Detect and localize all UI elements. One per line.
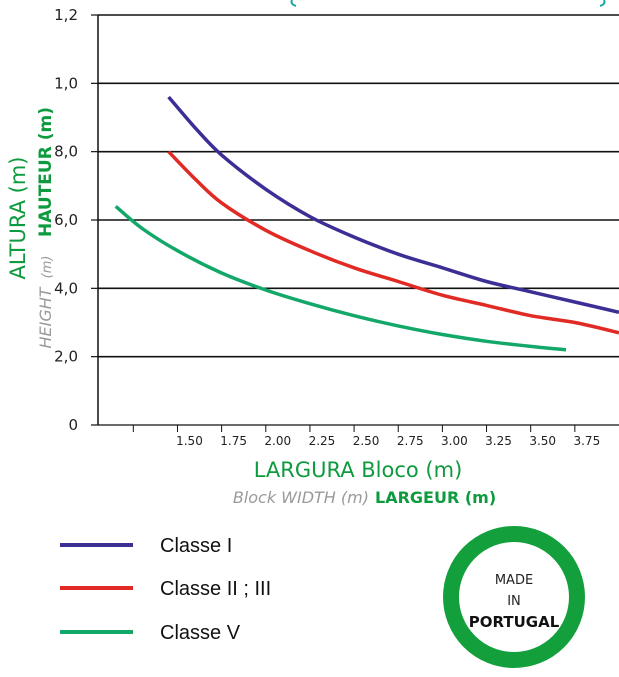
x-tick-label: 2.50 [353, 434, 380, 448]
series-line-2 [114, 204, 567, 352]
badge-ring [443, 526, 585, 668]
top-cropped-paren-left [290, 0, 297, 7]
y-tick-label: 1,0 [54, 74, 78, 92]
badge-line3: PORTUGAL [469, 613, 560, 631]
grid-lines [91, 14, 619, 432]
y-axis-label-en-main: HEIGHT [36, 286, 55, 348]
x-tick-label: 3.50 [529, 434, 556, 448]
made-in-portugal-badge: MADE IN PORTUGAL [443, 526, 585, 668]
y-axis-label-fr: HAUTEUR (m) [36, 107, 56, 237]
y-axis-label-en: HEIGHT (m) [36, 256, 55, 349]
legend: Classe I Classe II ; III Classe V [60, 535, 271, 644]
x-tick-label: 3.75 [573, 434, 600, 448]
legend-label-classe-v: Classe V [160, 622, 241, 644]
x-tick-label: 3.00 [441, 434, 468, 448]
series-line-1 [167, 150, 619, 335]
legend-label-classe-ii-iii: Classe II ; III [160, 578, 271, 600]
y-axis-label-pt: ALTURA (m) [6, 157, 30, 280]
x-tick-label: 1.75 [220, 434, 247, 448]
y-tick-label: 0 [68, 416, 78, 434]
y-tick-label: 1,2 [54, 6, 78, 24]
x-tick-labels: 1.50 1.75 2.00 2.25 2.50 2.75 3.00 3.25 3.50 3.75 [176, 434, 600, 448]
x-tick-label: 1.50 [176, 434, 203, 448]
badge-line2: IN [507, 594, 521, 609]
y-tick-labels: 0 2,0 4,0 6,0 8,0 1,0 1,2 [54, 6, 78, 434]
series-line-0 [167, 95, 619, 315]
series-lines [114, 95, 619, 352]
top-cropped-paren-right [599, 0, 606, 7]
y-tick-label: 8,0 [54, 143, 78, 161]
y-tick-label: 2,0 [54, 348, 78, 366]
y-tick-label: 4,0 [54, 279, 78, 297]
x-tick-label: 2.75 [397, 434, 424, 448]
legend-label-classe-i: Classe I [160, 535, 232, 557]
x-axis-label-pt: LARGURA Bloco (m) [254, 458, 463, 482]
x-tick-label: 2.00 [264, 434, 291, 448]
x-tick-label: 2.25 [309, 434, 336, 448]
y-tick-label: 6,0 [54, 211, 78, 229]
y-axis-label-en-unit: (m) [40, 256, 55, 279]
x-axis-label-en: Block WIDTH (m) [233, 488, 369, 507]
x-tick-label: 3.25 [485, 434, 512, 448]
badge-line1: MADE [495, 573, 533, 588]
x-axis-label-fr: LARGEUR (m) [375, 488, 496, 507]
